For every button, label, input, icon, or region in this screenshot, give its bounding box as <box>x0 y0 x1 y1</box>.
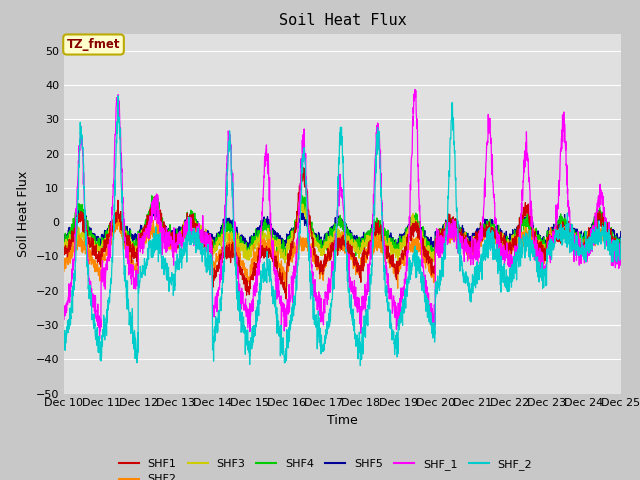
Title: Soil Heat Flux: Soil Heat Flux <box>278 13 406 28</box>
SHF4 <box>359 247 367 252</box>
SHF1 <box>282 296 290 302</box>
SHF4 <box>148 193 156 199</box>
SHF_1 <box>216 287 223 292</box>
SHF_2 <box>568 222 576 228</box>
SHF3 <box>394 262 402 267</box>
Line: SHF3: SHF3 <box>64 204 621 264</box>
SHF1 <box>584 235 591 240</box>
Line: SHF2: SHF2 <box>64 216 621 288</box>
SHF4 <box>617 239 625 244</box>
SHF5 <box>584 229 591 235</box>
SHF4 <box>584 234 591 240</box>
SHF_1 <box>584 241 591 247</box>
SHF2 <box>584 239 591 244</box>
SHF5 <box>359 240 367 246</box>
SHF3 <box>584 229 591 235</box>
SHF_2 <box>356 363 364 369</box>
X-axis label: Time: Time <box>327 414 358 427</box>
SHF_1 <box>505 262 513 267</box>
SHF_1 <box>568 225 576 231</box>
SHF_1 <box>617 256 625 262</box>
SHF1 <box>617 239 625 244</box>
SHF2 <box>371 233 379 239</box>
SHF5 <box>216 233 223 239</box>
SHF_2 <box>216 308 223 313</box>
SHF_2 <box>114 93 122 99</box>
SHF4 <box>505 243 513 249</box>
SHF3 <box>505 244 513 250</box>
SHF5 <box>60 232 68 238</box>
SHF2 <box>505 250 513 256</box>
Line: SHF5: SHF5 <box>64 208 621 251</box>
SHF5 <box>75 205 83 211</box>
SHF_1 <box>96 336 104 342</box>
SHF3 <box>359 246 367 252</box>
SHF_2 <box>505 288 513 294</box>
Y-axis label: Soil Heat Flux: Soil Heat Flux <box>17 170 30 257</box>
SHF1 <box>505 248 513 254</box>
SHF5 <box>505 240 513 245</box>
Legend: SHF1, SHF2, SHF3, SHF4, SHF5, SHF_1, SHF_2: SHF1, SHF2, SHF3, SHF4, SHF5, SHF_1, SHF… <box>114 455 537 480</box>
SHF2 <box>394 286 401 291</box>
SHF1 <box>216 258 223 264</box>
SHF_1 <box>359 307 367 313</box>
SHF3 <box>298 201 306 207</box>
SHF1 <box>371 231 379 237</box>
Line: SHF1: SHF1 <box>64 168 621 299</box>
SHF2 <box>568 235 576 241</box>
SHF5 <box>244 248 252 253</box>
SHF_2 <box>60 334 68 339</box>
SHF2 <box>113 213 121 219</box>
SHF_2 <box>371 187 379 192</box>
SHF_1 <box>371 166 379 172</box>
SHF1 <box>568 231 576 237</box>
Line: SHF_2: SHF_2 <box>64 96 621 366</box>
SHF4 <box>60 238 68 244</box>
SHF4 <box>568 236 576 241</box>
SHF2 <box>60 268 68 274</box>
SHF1 <box>300 165 307 171</box>
SHF1 <box>60 250 68 255</box>
SHF2 <box>359 256 367 262</box>
Line: SHF4: SHF4 <box>64 196 621 258</box>
SHF3 <box>371 235 379 241</box>
SHF_2 <box>617 235 625 241</box>
SHF2 <box>617 242 625 248</box>
SHF3 <box>216 238 223 243</box>
SHF_1 <box>411 86 419 92</box>
SHF1 <box>359 260 367 265</box>
SHF5 <box>568 228 576 234</box>
SHF3 <box>60 245 68 251</box>
SHF3 <box>568 234 576 240</box>
SHF_2 <box>359 340 367 346</box>
SHF5 <box>617 228 625 234</box>
SHF4 <box>371 223 379 229</box>
SHF4 <box>216 238 223 243</box>
SHF3 <box>617 238 625 243</box>
SHF_2 <box>584 236 591 242</box>
SHF4 <box>246 255 253 261</box>
SHF2 <box>216 253 223 259</box>
SHF_1 <box>60 317 68 323</box>
Line: SHF_1: SHF_1 <box>64 89 621 339</box>
Text: TZ_fmet: TZ_fmet <box>67 38 120 51</box>
SHF5 <box>371 225 379 230</box>
